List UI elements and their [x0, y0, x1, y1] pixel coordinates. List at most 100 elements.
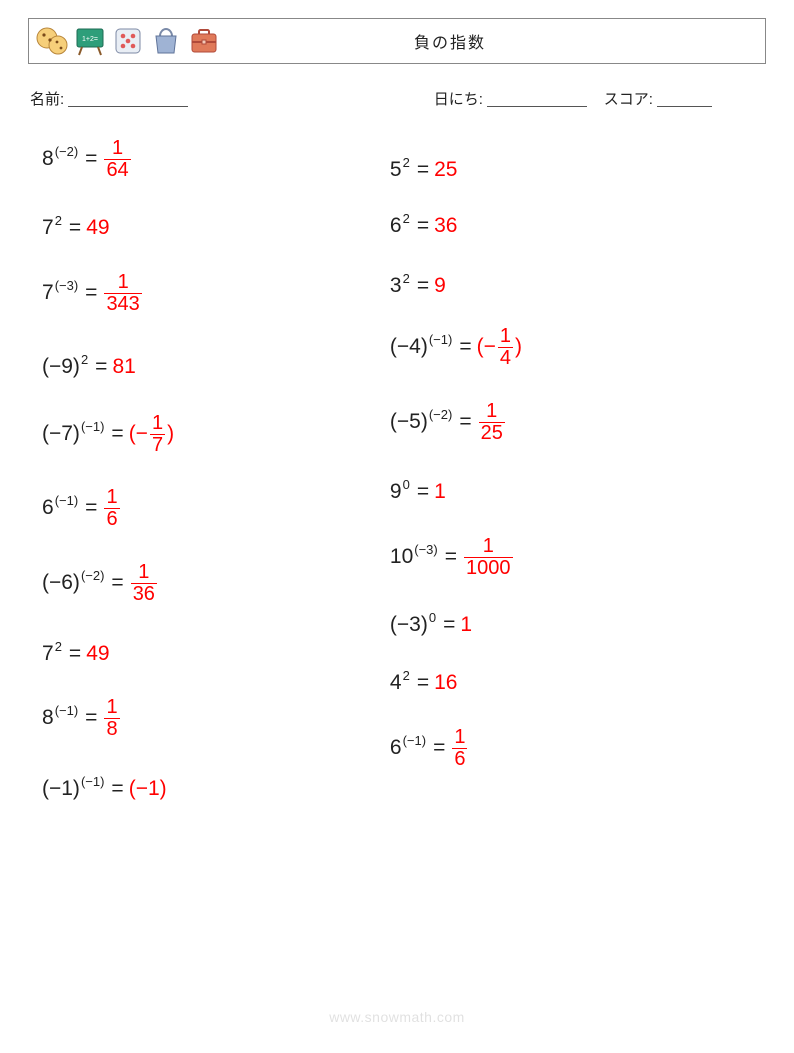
- expression: 10(−3): [390, 545, 440, 569]
- equals-sign: =: [417, 480, 429, 504]
- base: (−1): [42, 777, 80, 801]
- fraction-denominator: 64: [104, 159, 130, 180]
- problem-row: 90=1: [390, 475, 752, 509]
- problem-row: (−1)(−1)=(−1): [42, 772, 390, 806]
- base: 5: [390, 158, 402, 182]
- exponent: 0: [403, 477, 410, 492]
- expression: (−3)0: [390, 613, 438, 637]
- fraction-numerator: 1: [452, 727, 467, 747]
- exponent: (−1): [403, 733, 426, 748]
- problem-row: 8(−1)=18: [42, 694, 390, 742]
- exponent: (−3): [55, 278, 78, 293]
- problem-row: (−7)(−1)=(−17): [42, 410, 390, 458]
- exponent: 2: [403, 668, 410, 683]
- fraction-numerator: 1: [104, 487, 119, 507]
- answer: 16: [434, 671, 457, 695]
- base: 7: [42, 642, 54, 666]
- problem-row: 72=49: [42, 211, 390, 245]
- exponent: (−1): [55, 493, 78, 508]
- answer-value: −1: [136, 777, 160, 801]
- expression: (−1)(−1): [42, 777, 106, 801]
- expression: 62: [390, 214, 412, 238]
- fraction-denominator: 343: [104, 293, 141, 314]
- fraction-denominator: 25: [479, 422, 505, 443]
- expression: 7(−3): [42, 281, 80, 305]
- pills-icon: [111, 24, 145, 58]
- equals-sign: =: [111, 422, 123, 446]
- exponent: (−1): [81, 419, 104, 434]
- problem-row: (−3)0=1: [390, 608, 752, 642]
- answer-fraction: 17: [150, 413, 165, 455]
- answer-fraction: 18: [104, 697, 119, 739]
- answer: (−17): [129, 413, 174, 455]
- answer-fraction: 14: [498, 326, 513, 368]
- answer-fraction: 164: [104, 138, 130, 180]
- answer: 49: [86, 216, 109, 240]
- answer: 125: [477, 401, 507, 443]
- answer: 49: [86, 642, 109, 666]
- base: 8: [42, 147, 54, 171]
- score-blank: [657, 92, 712, 107]
- answer-fraction: 16: [452, 727, 467, 769]
- answer: 164: [102, 138, 132, 180]
- answer: 18: [102, 697, 121, 739]
- fraction-numerator: 1: [116, 272, 131, 292]
- expression: 6(−1): [390, 736, 428, 760]
- base: 6: [390, 736, 402, 760]
- briefcase-icon: [187, 24, 221, 58]
- answer-value: 49: [86, 216, 109, 240]
- problems-grid: 8(−2)=16472=497(−3)=1343(−9)2=81(−7)(−1)…: [28, 135, 766, 806]
- expression: 42: [390, 671, 412, 695]
- fraction-numerator: 1: [104, 697, 119, 717]
- fraction-numerator: 1: [484, 401, 499, 421]
- answer-fraction: 136: [131, 562, 157, 604]
- equals-sign: =: [445, 545, 457, 569]
- equals-sign: =: [69, 216, 81, 240]
- exponent: (−2): [55, 144, 78, 159]
- header-icon-row: 1+2=: [35, 24, 221, 58]
- answer: 81: [112, 355, 135, 379]
- expression: (−5)(−2): [390, 410, 454, 434]
- svg-text:1+2=: 1+2=: [82, 36, 98, 43]
- score-label: スコア:: [604, 91, 653, 108]
- answer-fraction: 16: [104, 487, 119, 529]
- exponent: 0: [429, 610, 436, 625]
- cookies-icon: [35, 24, 69, 58]
- equals-sign: =: [433, 736, 445, 760]
- problems-col-right: 52=2562=3632=9(−4)(−1)=(−14)(−5)(−2)=125…: [390, 135, 752, 806]
- expression: 8(−1): [42, 706, 80, 730]
- answer-fraction: 1343: [104, 272, 141, 314]
- answer-value: 1: [460, 613, 472, 637]
- answer: 16: [450, 727, 469, 769]
- fraction-denominator: 6: [104, 508, 119, 529]
- answer: 25: [434, 158, 457, 182]
- answer: (−1): [129, 777, 167, 801]
- answer-value: 25: [434, 158, 457, 182]
- expression: 72: [42, 642, 64, 666]
- exponent: 2: [81, 352, 88, 367]
- base: 6: [390, 214, 402, 238]
- equals-sign: =: [85, 281, 97, 305]
- answer: 16: [102, 487, 121, 529]
- equals-sign: =: [111, 777, 123, 801]
- base: (−5): [390, 410, 428, 434]
- base: 3: [390, 274, 402, 298]
- answer-value: 81: [112, 355, 135, 379]
- exponent: (−2): [81, 568, 104, 583]
- answer: 11000: [462, 536, 515, 578]
- name-label: 名前:: [30, 91, 64, 108]
- fraction-numerator: 1: [150, 413, 165, 433]
- base: (−3): [390, 613, 428, 637]
- equals-sign: =: [95, 355, 107, 379]
- answer-fraction: 125: [479, 401, 505, 443]
- problem-row: 32=9: [390, 269, 752, 303]
- exponent: (−1): [55, 703, 78, 718]
- base: 10: [390, 545, 413, 569]
- problem-row: 10(−3)=11000: [390, 533, 752, 581]
- answer: 1343: [102, 272, 143, 314]
- answer-value: 16: [434, 671, 457, 695]
- answer-value: 49: [86, 642, 109, 666]
- expression: 90: [390, 480, 412, 504]
- equals-sign: =: [417, 671, 429, 695]
- handbag-icon: [149, 24, 183, 58]
